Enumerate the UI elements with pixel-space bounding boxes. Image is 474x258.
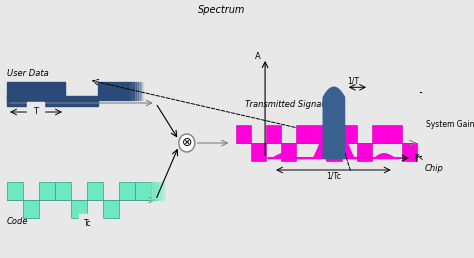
Bar: [103, 200, 119, 218]
Bar: [372, 125, 387, 143]
Text: System Gain: System Gain: [426, 120, 474, 129]
Text: f: f: [414, 156, 418, 165]
Bar: [342, 125, 357, 143]
Bar: [164, 182, 165, 200]
Text: Code: Code: [7, 217, 28, 226]
Bar: [327, 143, 342, 161]
Text: 1/T: 1/T: [347, 77, 360, 86]
Text: User Data: User Data: [7, 69, 49, 78]
Bar: [281, 143, 296, 161]
Bar: [138, 82, 140, 100]
Text: T: T: [33, 108, 38, 117]
Bar: [311, 125, 327, 143]
Bar: [296, 125, 311, 143]
Bar: [156, 182, 158, 200]
Bar: [39, 182, 55, 200]
Bar: [155, 182, 156, 200]
Bar: [131, 82, 133, 100]
Bar: [151, 182, 153, 200]
Bar: [136, 82, 138, 100]
Text: A: A: [255, 52, 261, 61]
Bar: [266, 125, 281, 143]
Bar: [55, 182, 71, 200]
Bar: [162, 182, 164, 200]
Bar: [98, 82, 129, 100]
Bar: [119, 182, 135, 200]
Bar: [71, 200, 87, 218]
Bar: [7, 182, 23, 200]
Bar: [251, 143, 266, 161]
Bar: [387, 125, 402, 143]
Bar: [7, 96, 98, 106]
Bar: [160, 182, 162, 200]
Bar: [357, 143, 372, 161]
Text: 1/Tc: 1/Tc: [326, 172, 341, 181]
Text: Tc: Tc: [84, 220, 92, 229]
Bar: [133, 82, 134, 100]
Bar: [402, 143, 417, 161]
Bar: [158, 182, 160, 200]
Text: Chip: Chip: [416, 154, 443, 173]
Text: Transmitted Signal: Transmitted Signal: [245, 100, 323, 109]
Bar: [23, 200, 39, 218]
Bar: [141, 82, 143, 100]
Bar: [134, 82, 136, 100]
Circle shape: [179, 134, 195, 152]
Bar: [140, 82, 141, 100]
Bar: [87, 182, 103, 200]
Bar: [129, 82, 131, 100]
Text: ⊗: ⊗: [182, 136, 192, 149]
Bar: [7, 82, 65, 100]
Bar: [236, 125, 251, 143]
Bar: [153, 182, 155, 200]
Text: Spectrum: Spectrum: [198, 5, 245, 15]
Bar: [135, 182, 151, 200]
